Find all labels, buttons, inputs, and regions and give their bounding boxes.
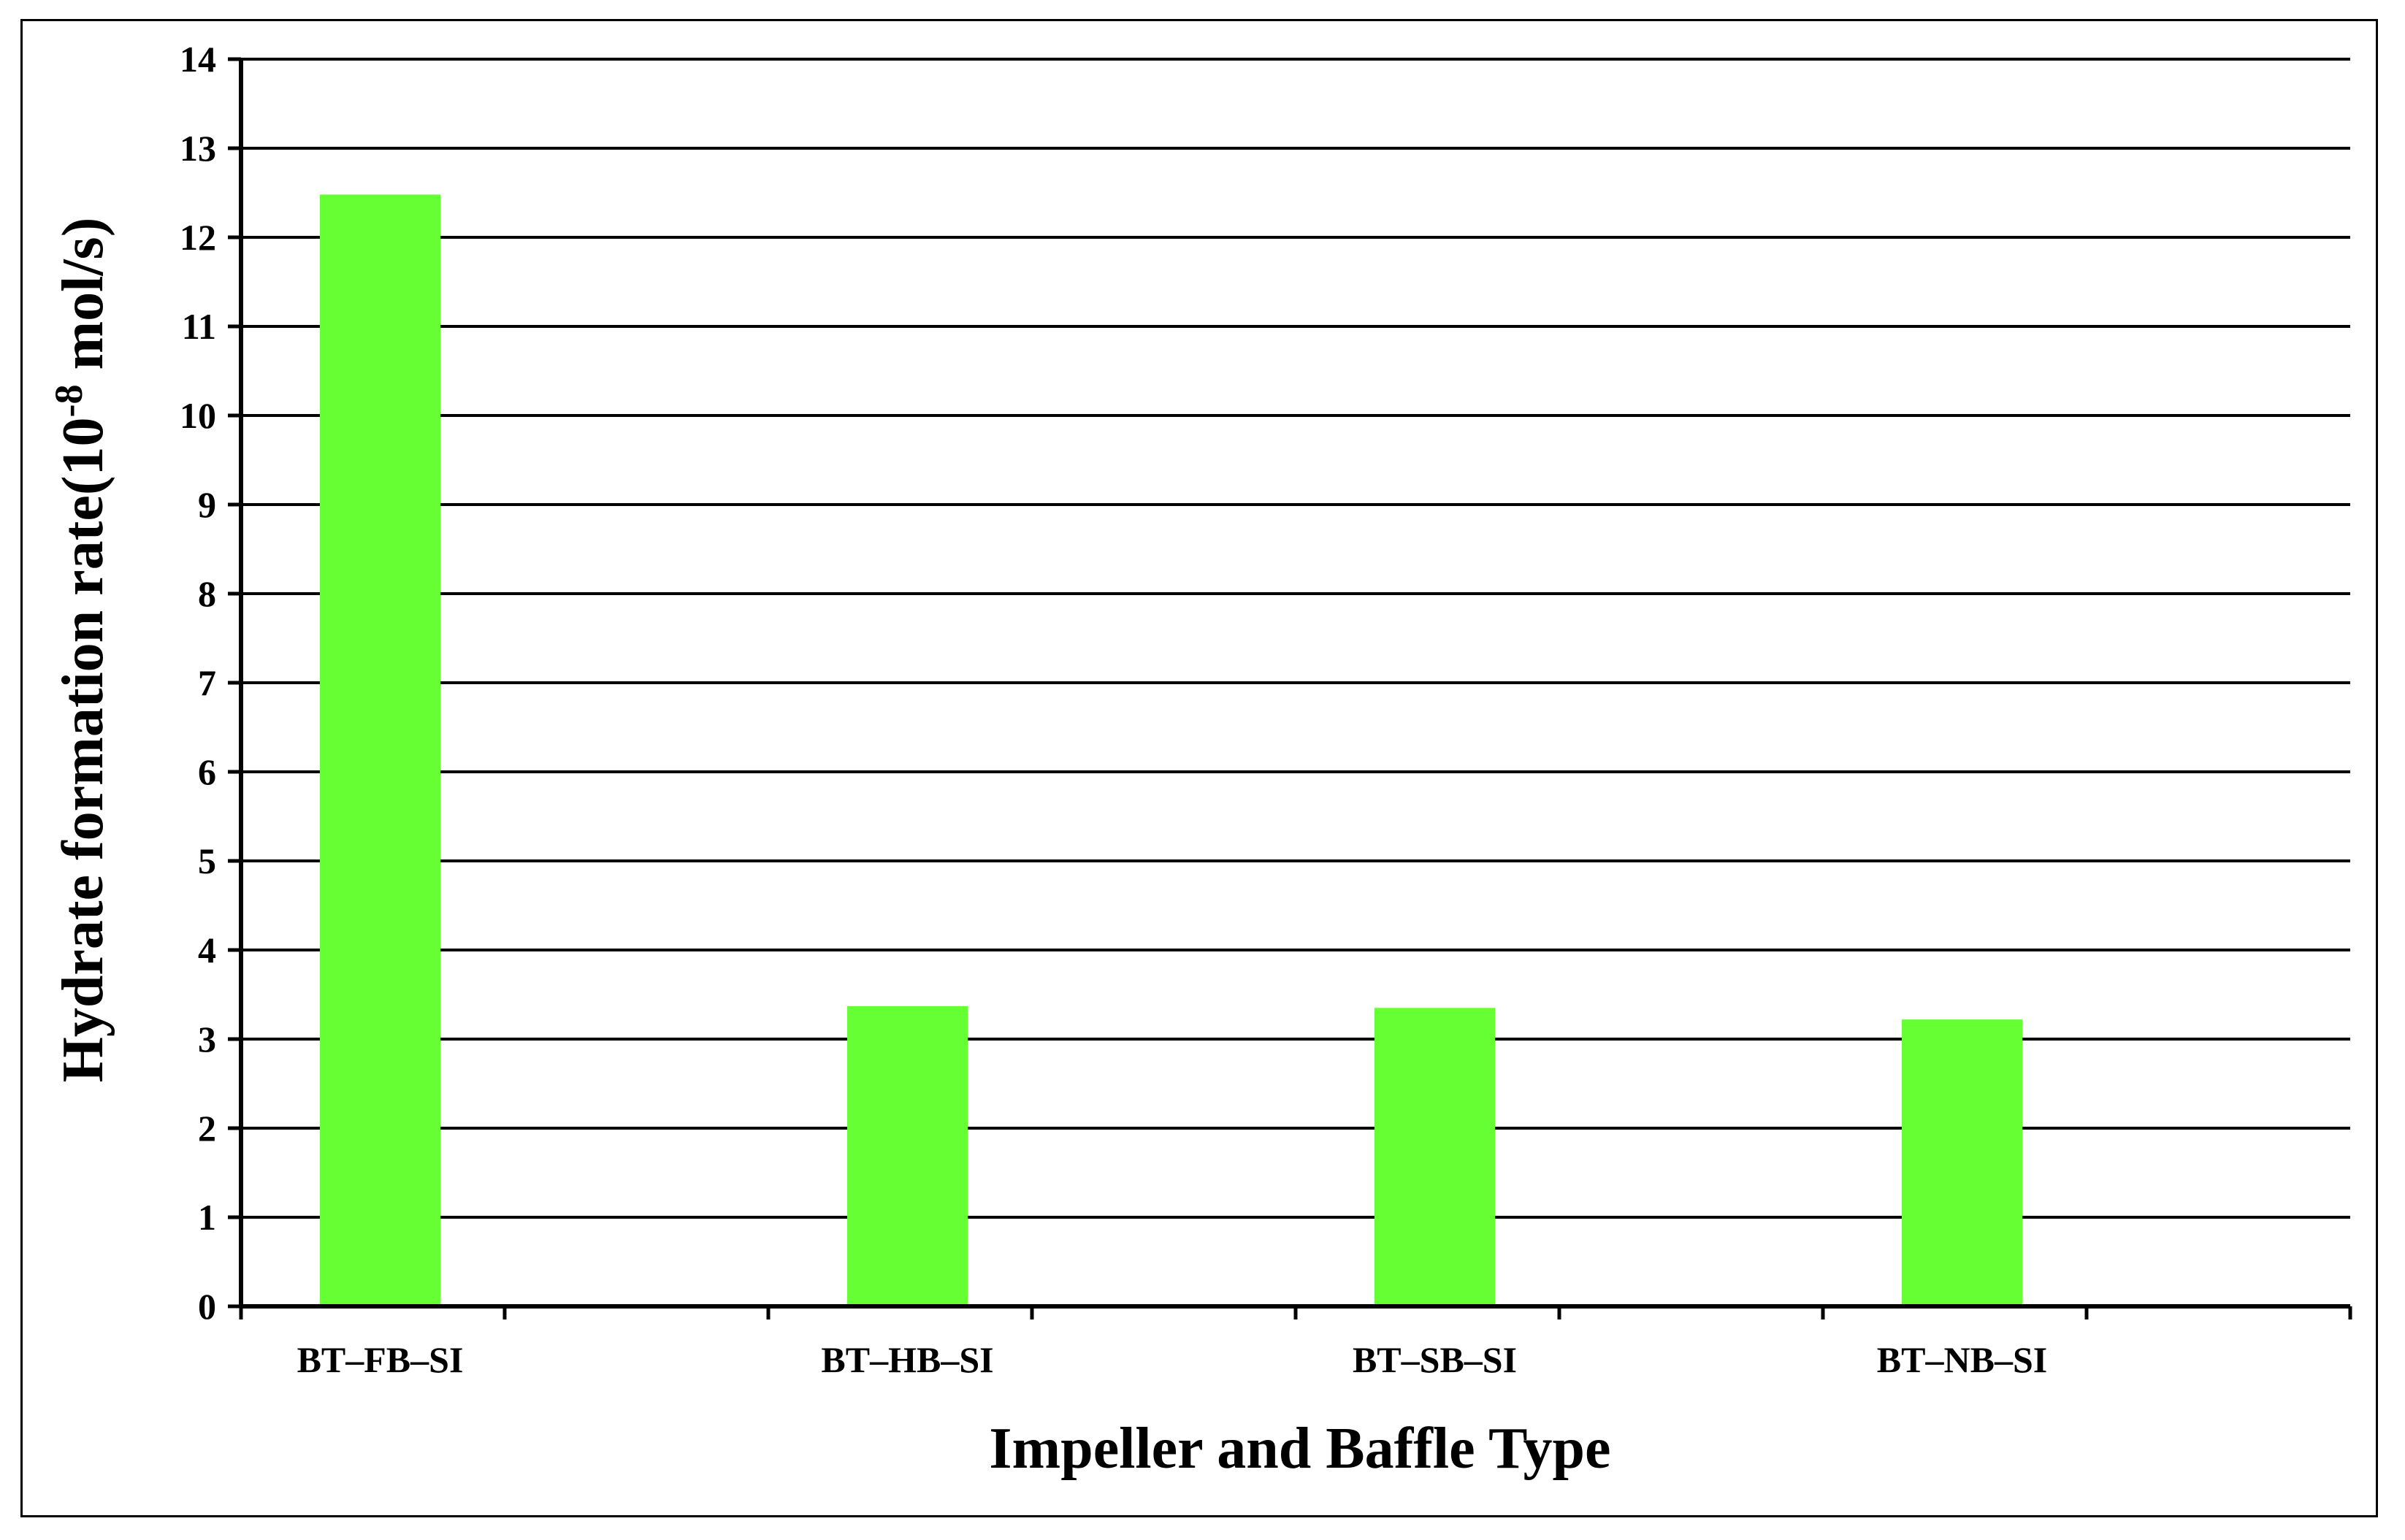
y-tick-label: 13 [180,128,216,169]
bar [1374,1008,1495,1306]
y-tick-label: 14 [180,39,216,80]
y-axis-title: Hydrate formation rate(10-8 mol/s) [47,218,115,1083]
y-tick-label: 7 [198,662,216,703]
y-tick-label: 0 [198,1286,216,1327]
y-tick-label: 8 [198,573,216,614]
bars [320,194,2022,1307]
y-tick-label: 10 [180,395,216,436]
y-tick-label: 2 [198,1108,216,1149]
bar [1902,1019,2022,1306]
y-tick-label: 3 [198,1019,216,1060]
y-tick-label: 11 [182,306,216,347]
bar [847,1005,968,1306]
bar [320,194,440,1307]
gridlines [241,58,2350,1219]
y-tick-label: 5 [198,840,216,881]
y-tick-label: 9 [198,484,216,525]
y-axis-title-superscript: -8 [47,385,91,418]
y-tick-label: 4 [198,930,216,970]
x-category-label: BT–SB–SI [1353,1339,1517,1380]
axes [228,57,2352,1319]
x-category-label: BT–HB–SI [821,1339,993,1380]
x-category-label: BT–NB–SI [1877,1339,2047,1380]
x-category-labels: BT–FB–SI BT–HB–SI BT–SB–SI BT–NB–SI [297,1339,2048,1380]
x-category-label: BT–FB–SI [297,1339,464,1380]
x-axis-title: Impeller and Baffle Type [989,1417,1610,1481]
y-tick-label: 1 [198,1197,216,1238]
y-tick-label: 12 [180,217,216,258]
y-tick-label: 6 [198,751,216,792]
y-axis-title-main: Hydrate formation rate(10 [51,418,115,1083]
y-axis-title-unit: mol/s) [51,218,115,385]
